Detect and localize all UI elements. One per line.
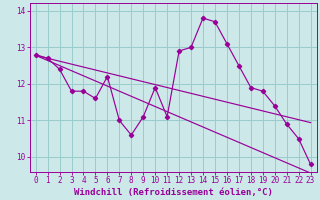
X-axis label: Windchill (Refroidissement éolien,°C): Windchill (Refroidissement éolien,°C)	[74, 188, 273, 197]
